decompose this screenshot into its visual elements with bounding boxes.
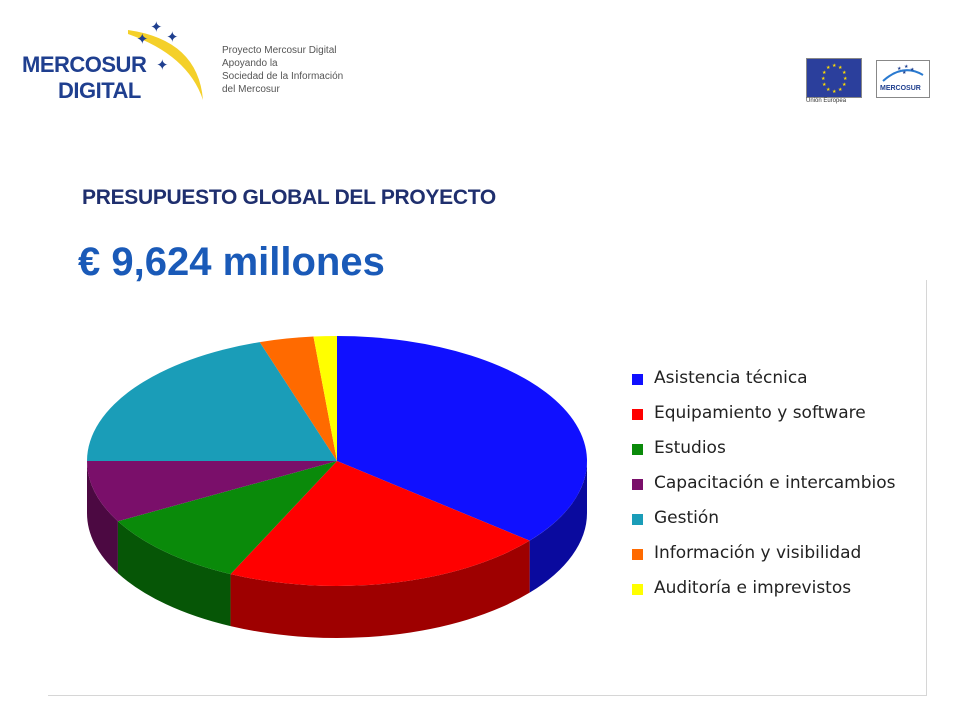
pie-slice-side <box>230 540 530 639</box>
mercosur-badge-text: MERCOSUR <box>880 85 921 92</box>
tagline-line: Apoyando la <box>222 58 278 69</box>
legend-label: Equipamiento y software <box>654 403 866 423</box>
eu-caption: Unión Europea <box>806 98 847 104</box>
legend-label: Capacitación e intercambios <box>654 473 896 493</box>
svg-text:★: ★ <box>821 76 826 82</box>
svg-text:★: ★ <box>842 70 847 76</box>
mercosur-flag-icon: ★ ★ ★ ★ MERCOSUR <box>876 60 930 98</box>
legend-swatch <box>632 514 643 525</box>
legend-swatch <box>632 549 643 560</box>
svg-text:★: ★ <box>904 64 909 70</box>
svg-text:★: ★ <box>838 65 843 71</box>
logo-word-digital: DIGITAL <box>58 78 141 103</box>
star-icon: ✦ <box>150 19 163 36</box>
svg-text:★: ★ <box>832 89 837 95</box>
legend-label: Estudios <box>654 438 726 458</box>
star-icon: ✦ <box>136 31 149 48</box>
svg-text:★: ★ <box>822 70 827 76</box>
tagline-line: Sociedad de la Información <box>222 71 344 82</box>
svg-text:★: ★ <box>826 87 831 93</box>
pie-slice-información-y-visibilidad <box>259 336 337 461</box>
pie-slice-auditoría-e-imprevistos <box>313 336 337 461</box>
legend-label: Asistencia técnica <box>654 368 808 388</box>
eu-flag-icon: ★ ★ ★ ★ ★ ★ ★ ★ ★ ★ ★ ★ <box>806 58 862 98</box>
svg-text:★: ★ <box>842 82 847 88</box>
svg-text:★: ★ <box>838 87 843 93</box>
legend-swatch <box>632 409 643 420</box>
pie-slice-equipamiento-y-software <box>230 461 530 586</box>
pie-slice-side <box>117 521 231 627</box>
project-tagline: Proyecto Mercosur Digital Apoyando la So… <box>222 44 343 96</box>
pie-slice-capacitación-e-intercambios <box>87 461 337 522</box>
star-icon: ✦ <box>166 29 179 46</box>
svg-text:★: ★ <box>822 82 827 88</box>
legend-label: Auditoría e imprevistos <box>654 578 852 598</box>
svg-text:★: ★ <box>843 76 848 82</box>
eu-stars-icon: ★ ★★ ★★★ ★★★ ★★★ <box>821 63 848 95</box>
mercosur-digital-logo: ✦ ✦ ✦ ✦ MERCOSUR DIGITAL <box>18 20 208 110</box>
svg-text:★: ★ <box>826 65 831 71</box>
tagline-line: Proyecto Mercosur Digital <box>222 45 337 56</box>
budget-amount: € 9,624 millones <box>78 240 385 284</box>
legend-swatch <box>632 374 643 385</box>
svg-text:★: ★ <box>910 67 915 73</box>
tagline-line: del Mercosur <box>222 84 280 95</box>
pie-slice-asistencia-técnica <box>337 336 587 541</box>
logo-word-mercosur: MERCOSUR <box>22 52 147 77</box>
legend-swatch <box>632 584 643 595</box>
mercosur-stars-icon: ★ ★ ★★ <box>882 64 924 82</box>
page-title: PRESUPUESTO GLOBAL DEL PROYECTO <box>82 186 496 209</box>
pie-slice-side <box>87 461 118 574</box>
pie-slice-side <box>529 461 587 593</box>
legend-label: Gestión <box>654 508 720 528</box>
legend-swatch <box>632 479 643 490</box>
legend-label: Información y visibilidad <box>654 543 862 563</box>
legend-swatch <box>632 444 643 455</box>
svg-text:★: ★ <box>832 63 837 69</box>
pie-slice-gestión <box>87 342 337 461</box>
logo-arc-icon <box>128 30 203 100</box>
chart-frame <box>48 280 927 696</box>
star-icon: ✦ <box>156 57 169 74</box>
svg-text:★: ★ <box>902 70 907 76</box>
pie-slice-estudios <box>117 461 337 575</box>
svg-text:★: ★ <box>897 66 902 72</box>
